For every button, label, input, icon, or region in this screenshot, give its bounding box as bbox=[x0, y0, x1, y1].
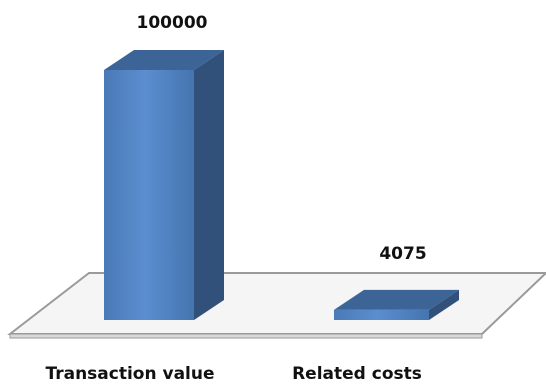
data-label-related-costs: 4075 bbox=[379, 244, 426, 264]
category-label-transaction-value: Transaction value bbox=[45, 364, 214, 384]
bar-front-transaction-value bbox=[104, 70, 194, 320]
labels-group: 100000 4075 Transaction value Related co… bbox=[45, 13, 426, 384]
chart-floor bbox=[7, 272, 546, 339]
floor-edge bbox=[9, 333, 483, 339]
data-label-transaction-value: 100000 bbox=[137, 13, 208, 33]
category-label-related-costs: Related costs bbox=[292, 364, 422, 384]
bar-top-related-costs bbox=[334, 289, 459, 310]
bar-front-related-costs bbox=[334, 309, 429, 320]
bar-side-transaction-value bbox=[194, 50, 224, 320]
floor-top bbox=[7, 272, 546, 335]
bar-top-transaction-value bbox=[104, 50, 224, 70]
bars-group bbox=[104, 50, 459, 320]
bar-side-related-costs bbox=[429, 289, 459, 320]
